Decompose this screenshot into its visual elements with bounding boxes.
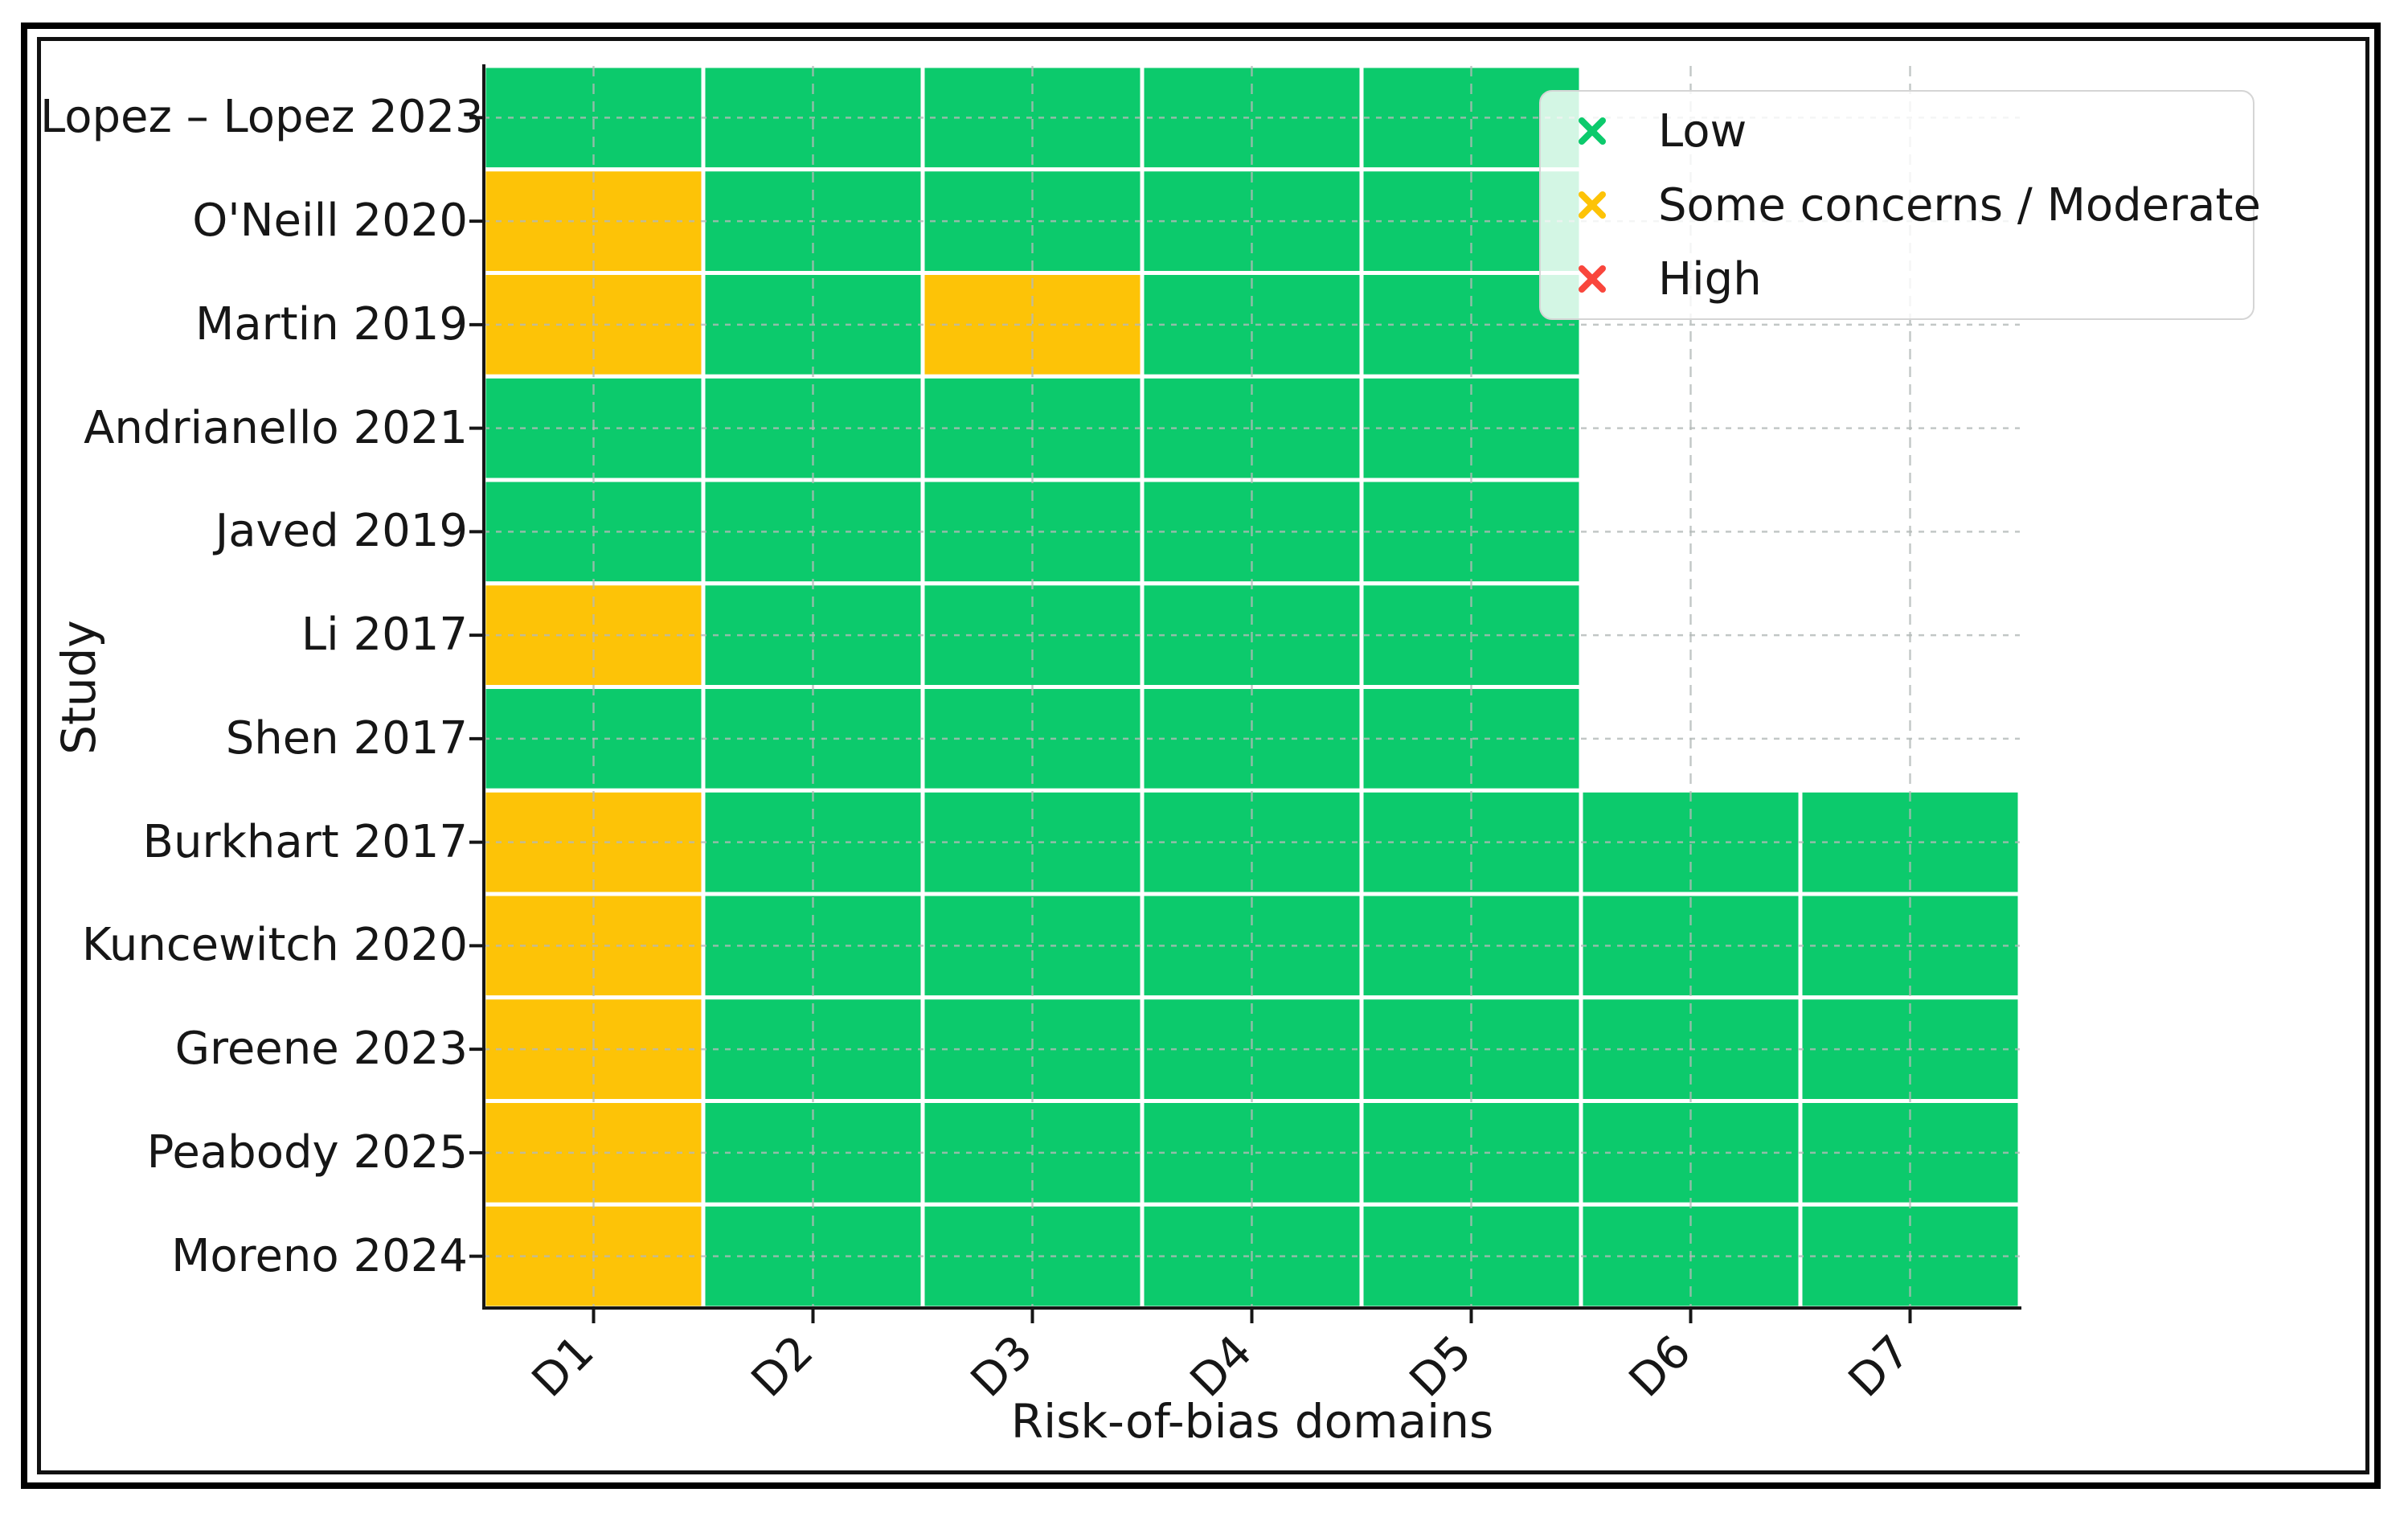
- moderate-x-marker-icon: [1579, 191, 1606, 219]
- y-tick-label: Peabody 2025: [146, 1126, 468, 1179]
- high-x-marker-icon: [1579, 265, 1606, 293]
- y-tick-label: Li 2017: [301, 609, 468, 662]
- y-tick-label: Javed 2019: [215, 505, 468, 558]
- y-tick-label: Kuncewitch 2020: [81, 919, 468, 972]
- y-tick-label: Andrianello 2021: [84, 401, 468, 454]
- legend-label-high: High: [1658, 252, 1762, 305]
- legend-label-low: Low: [1658, 105, 1747, 158]
- legend-item-moderate: Some concerns / Moderate: [1578, 170, 2261, 240]
- y-tick-label: Lopez – Lopez 2023: [40, 91, 484, 144]
- inner-border: [37, 37, 2369, 1474]
- y-tick-label: Greene 2023: [174, 1023, 468, 1076]
- low-x-marker-icon: [1579, 117, 1606, 145]
- heatmap-cell: [1140, 892, 1364, 1000]
- y-tick-label: Moreno 2024: [171, 1229, 468, 1282]
- legend-item-low: Low: [1578, 96, 2253, 166]
- heatmap-cell: [1140, 64, 1364, 172]
- x-axis-title: Risk-of-bias domains: [1010, 1394, 1494, 1449]
- legend-item-high: High: [1578, 244, 2253, 314]
- legend: Low Some concerns / Moderate High: [1539, 90, 2261, 320]
- y-tick-label: Martin 2019: [195, 297, 468, 351]
- y-tick-label: Burkhart 2017: [142, 815, 468, 868]
- legend-label-moderate: Some concerns / Moderate: [1658, 178, 2261, 232]
- y-tick-label: Shen 2017: [225, 711, 468, 765]
- y-axis-title: Study: [51, 620, 106, 755]
- outer-border: [21, 23, 2381, 1489]
- y-tick-label: O'Neill 2020: [192, 195, 468, 248]
- heatmap-cell: [1359, 788, 1583, 896]
